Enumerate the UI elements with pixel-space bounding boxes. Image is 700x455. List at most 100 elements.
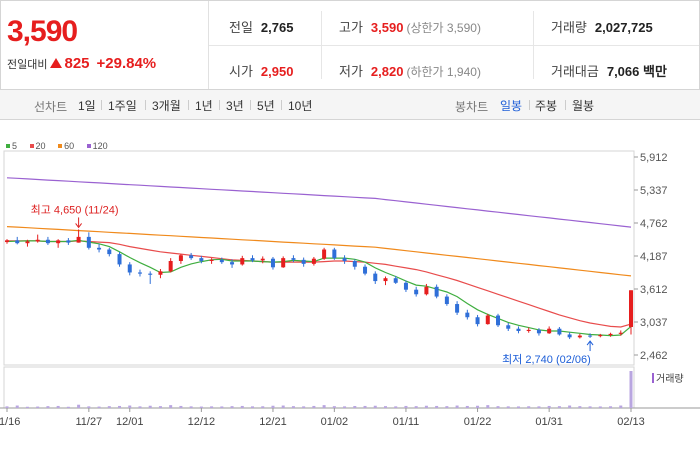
candle-body — [373, 273, 378, 282]
candle-body — [301, 259, 306, 264]
chart-canvas: 5,912 5,337 4,762 4,187 3,612 3,037 2,462 거래량 11… — [0, 150, 700, 428]
volume-bar — [557, 406, 561, 408]
candle-body — [158, 271, 163, 275]
low-arrowhead-icon — [586, 340, 594, 346]
candle-body — [311, 258, 316, 264]
volume-bar — [547, 405, 551, 408]
volume-bar — [424, 405, 428, 408]
candle-body — [588, 335, 593, 337]
divider — [209, 45, 699, 46]
price-change: 전일대비 825 +29.84% — [7, 55, 156, 72]
volume-bar — [476, 405, 480, 408]
line-chart-label: 선차트 — [34, 100, 68, 114]
candlestick-chart: 5 20 60 120 5,912 5,337 4,762 4,187 3,612 3,0… — [0, 121, 700, 450]
volume-bar — [578, 406, 582, 408]
volume-bar — [66, 406, 70, 408]
tab-5y[interactable]: 5년 — [257, 99, 275, 113]
volume-bar — [118, 405, 122, 408]
y-tick-label: 5,912 — [640, 152, 668, 164]
candle-body — [577, 335, 582, 338]
volume-bar — [383, 406, 387, 408]
tab-1y[interactable]: 1년 — [195, 99, 213, 113]
candle-body — [363, 266, 368, 274]
tab-10y[interactable]: 10년 — [288, 99, 313, 113]
change-value: 825 — [64, 55, 90, 72]
candle-body — [15, 240, 20, 244]
tab-daily[interactable]: 일봉 — [500, 99, 523, 113]
volume-bar — [271, 405, 275, 408]
volume-bar — [199, 406, 203, 408]
legend-ma20: 20 — [29, 141, 46, 151]
candle-body — [281, 258, 286, 268]
tab-weekly[interactable]: 주봉 — [535, 99, 558, 113]
current-price-block: 3,590 전일대비 825 +29.84% — [1, 1, 209, 89]
x-tick-label: 11/16 — [0, 416, 20, 428]
chart-legend: 5 20 60 120 — [6, 141, 118, 151]
volume-bar — [312, 405, 316, 408]
candle-body — [97, 247, 102, 250]
volume-bar — [97, 406, 101, 408]
volume-bar — [36, 406, 40, 408]
chart-tabbar: 선차트 1일 1주일 3개월 1년 3년 5년 10년 봉차트 일봉 주봉 월봉 — [0, 90, 700, 120]
candle-body — [567, 334, 572, 338]
candle-body — [209, 259, 214, 261]
volume-plot-frame — [3, 366, 635, 409]
volume-bar — [343, 406, 347, 408]
volume-bar — [281, 405, 285, 408]
tab-3y[interactable]: 3년 — [226, 99, 244, 113]
candle-body — [35, 239, 40, 242]
candle-body — [25, 241, 30, 244]
candle-body — [485, 315, 490, 325]
candle-body — [516, 328, 521, 332]
volume-bar — [138, 406, 142, 408]
candle-body — [455, 304, 460, 313]
tab-3m[interactable]: 3개월 — [152, 99, 181, 113]
ma20-line — [7, 240, 632, 328]
volume-bar — [588, 406, 592, 408]
candle-body — [137, 272, 142, 274]
volume-bar — [506, 406, 510, 408]
x-tick-label: 01/11 — [393, 416, 420, 428]
candle-body — [5, 240, 9, 243]
candle-body — [117, 254, 122, 265]
volume-bar — [373, 405, 377, 408]
candle-body — [475, 317, 480, 325]
high-stat: 고가 3,590 (상한가 3,590) — [339, 20, 481, 35]
volume-bar — [465, 405, 469, 408]
volume-bar — [598, 406, 602, 408]
candle-body — [629, 290, 633, 327]
y-tick-label: 2,462 — [640, 350, 668, 362]
volume-bar — [169, 405, 173, 408]
candle-body — [403, 282, 408, 290]
volume-bar — [353, 406, 357, 408]
y-tick-label: 3,037 — [640, 317, 668, 329]
volume-bar — [230, 406, 234, 408]
candle-body — [608, 333, 613, 336]
legend-ma60: 60 — [58, 141, 74, 151]
candle-body — [127, 264, 132, 273]
volume-bar — [87, 406, 91, 408]
candle-body — [444, 296, 449, 305]
volume-bar — [527, 406, 531, 408]
tab-monthly[interactable]: 월봉 — [572, 99, 595, 113]
y-tick-label: 5,337 — [640, 185, 668, 197]
ma5-line — [6, 239, 632, 337]
tab-1w[interactable]: 1주일 — [108, 99, 137, 113]
x-tick-label: 12/01 — [116, 416, 144, 428]
volume-bar — [158, 406, 162, 408]
volume-bar — [537, 406, 541, 408]
price-plot-frame — [3, 150, 635, 366]
candle-body — [45, 239, 50, 244]
volume-bar — [5, 406, 9, 408]
volume-bar — [77, 404, 81, 408]
volume-bar — [486, 405, 490, 408]
candle-body — [168, 260, 173, 272]
candle-body — [424, 286, 429, 295]
candle-body — [291, 258, 296, 260]
candle-body — [506, 325, 511, 329]
volume-bar — [332, 406, 336, 408]
candle-body — [107, 249, 112, 255]
tab-1d[interactable]: 1일 — [78, 99, 96, 113]
volume-bar — [404, 405, 408, 408]
